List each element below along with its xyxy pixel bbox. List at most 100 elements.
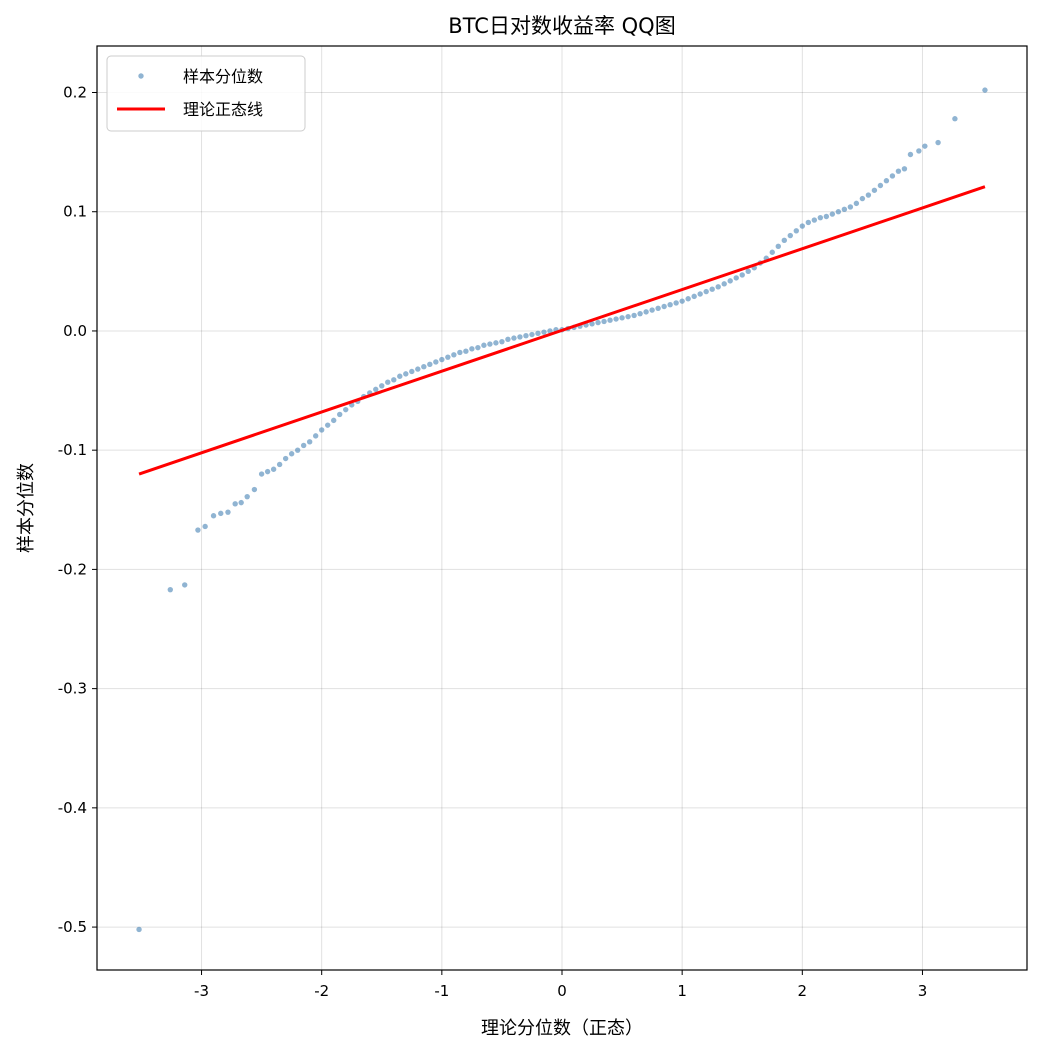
legend-scatter-marker (138, 73, 144, 79)
sample-point (487, 341, 493, 347)
sample-point (505, 336, 511, 342)
sample-point (324, 422, 331, 428)
sample-point (691, 293, 697, 300)
sample-point (631, 312, 637, 319)
x-axis-label: 理论分位数（正态） (481, 1018, 643, 1039)
sample-point (883, 178, 890, 184)
sample-point (613, 316, 619, 322)
legend-label-sample: 样本分位数 (183, 67, 263, 86)
sample-point (421, 364, 427, 370)
sample-point (238, 499, 244, 506)
y-tick-label: -0.4 (58, 799, 87, 817)
sample-point (727, 278, 733, 284)
sample-point (667, 302, 673, 308)
x-tick-label: -1 (434, 982, 449, 1000)
sample-point (195, 527, 201, 533)
x-axis: -3 -2 -1 0 1 2 3 (194, 970, 927, 1000)
sample-point (847, 204, 854, 210)
sample-point (709, 286, 715, 292)
y-tick-label: -0.1 (58, 441, 87, 459)
sample-point (167, 586, 173, 593)
sample-point (517, 334, 523, 340)
sample-point (685, 296, 691, 302)
sample-point (607, 317, 613, 323)
sample-point (787, 232, 793, 239)
sample-point (775, 243, 781, 249)
sample-point (649, 307, 655, 313)
sample-point (745, 268, 751, 275)
sample-point (218, 510, 224, 517)
sample-point (270, 466, 277, 472)
sample-point (715, 284, 721, 290)
sample-point (202, 523, 208, 530)
sample-point (463, 348, 469, 354)
sample-point (343, 406, 349, 413)
sample-point (258, 471, 265, 477)
sample-point (601, 318, 607, 325)
sample-point (385, 379, 391, 385)
sample-point (901, 166, 908, 172)
sample-point (655, 305, 661, 311)
legend-label-line: 理论正态线 (183, 100, 263, 119)
sample-point (499, 338, 505, 345)
sample-point (182, 582, 188, 588)
sample-point (547, 328, 553, 334)
normal-reference-line (138, 185, 986, 476)
sample-point (841, 206, 848, 213)
sample-point (529, 331, 535, 338)
sample-point (697, 291, 703, 297)
sample-point (331, 417, 337, 424)
sample-point (415, 366, 421, 372)
sample-point (511, 335, 517, 341)
sample-point (541, 329, 547, 335)
y-axis-label: 样本分位数 (16, 463, 37, 553)
sample-point (871, 187, 878, 193)
y-tick-label: -0.3 (58, 680, 87, 698)
y-tick-label: 0.0 (63, 322, 87, 340)
sample-point (306, 439, 313, 445)
sample-point (433, 359, 439, 365)
sample-point (895, 168, 902, 174)
sample-point (982, 87, 988, 93)
y-axis: 0.2 0.1 0.0 -0.1 -0.2 -0.3 -0.4 -0.5 (58, 83, 97, 936)
sample-point (294, 447, 301, 453)
chart-title: BTC日对数收益率 QQ图 (448, 14, 675, 38)
sample-point (282, 455, 289, 462)
sample-point (288, 451, 295, 457)
sample-point (276, 461, 283, 468)
sample-point (300, 442, 307, 449)
sample-point (445, 354, 451, 360)
sample-point (829, 211, 836, 217)
sample-point (397, 373, 403, 379)
sample-point (337, 411, 343, 418)
sample-point (312, 433, 319, 439)
sample-point (210, 513, 217, 519)
sample-point (922, 143, 928, 149)
sample-point (811, 217, 818, 223)
sample-point (643, 309, 649, 315)
x-tick-label: -2 (314, 982, 329, 1000)
sample-point (877, 182, 884, 189)
sample-point (264, 468, 271, 475)
sample-point (769, 249, 775, 255)
sample-point (781, 237, 787, 244)
sample-point (318, 427, 325, 433)
sample-point (475, 344, 481, 351)
x-tick-label: -3 (194, 982, 209, 1000)
sample-point (469, 346, 475, 352)
sample-point (403, 371, 409, 377)
sample-point (409, 368, 415, 375)
sample-point (391, 377, 397, 383)
x-tick-label: 0 (557, 982, 567, 1000)
y-tick-label: 0.1 (63, 203, 87, 221)
sample-point (859, 195, 866, 202)
sample-point (481, 342, 487, 348)
sample-point (889, 173, 896, 179)
sample-point (523, 333, 529, 339)
sample-point (232, 501, 238, 507)
sample-point (136, 926, 142, 933)
sample-point (595, 319, 601, 326)
sample-point (853, 200, 860, 207)
sample-point (721, 281, 727, 287)
